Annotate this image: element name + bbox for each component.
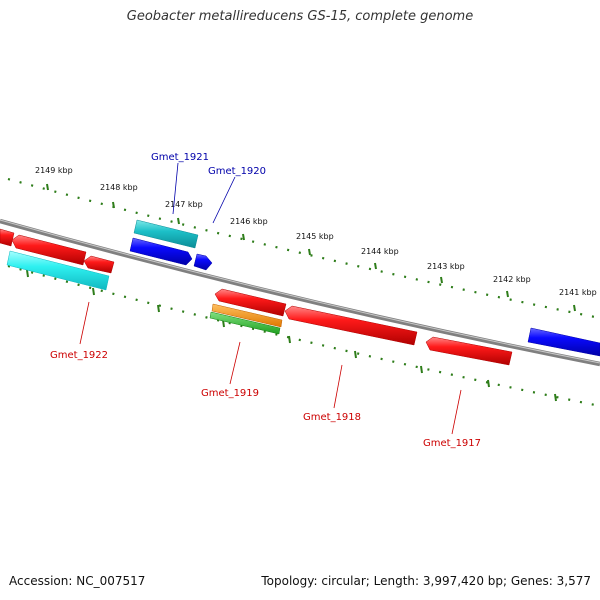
- leader-gmet-1917: [451, 389, 462, 435]
- gene-label-gmet-1919[interactable]: Gmet_1919: [201, 388, 259, 399]
- inner-major-tick: [26, 269, 29, 278]
- gene-right-forward[interactable]: [527, 327, 600, 357]
- inner-tick-track: [7, 264, 600, 408]
- outer-major-tick: [177, 217, 180, 225]
- gene-label-gmet-1920[interactable]: Gmet_1920: [208, 166, 266, 177]
- tick-label: 2147 kbp: [165, 200, 203, 209]
- genome-backbone-highlight: [0, 219, 600, 364]
- gene-labels: Gmet_1921 Gmet_1920 Gmet_1922 Gmet_1919 …: [50, 152, 481, 449]
- gene-gmet-1921[interactable]: [133, 219, 199, 249]
- outer-major-tick: [374, 262, 377, 270]
- tick-label: 2149 kbp: [35, 166, 73, 175]
- gene-gmet-1917[interactable]: [425, 336, 513, 366]
- gene-reverse-red-a[interactable]: [11, 234, 87, 266]
- major-ticks: [26, 183, 576, 402]
- tick-tracks: [7, 177, 600, 408]
- inner-major-tick: [420, 365, 423, 374]
- gene-label-gmet-1918[interactable]: Gmet_1918: [303, 412, 361, 423]
- gene-reverse-red-c[interactable]: [214, 288, 287, 317]
- tick-label: 2142 kbp: [493, 275, 531, 284]
- gene-gmet-1920[interactable]: [129, 237, 193, 266]
- gene-gmet-1919-green[interactable]: [209, 311, 281, 335]
- outer-major-tick: [308, 248, 311, 256]
- outer-major-tick: [506, 290, 509, 298]
- inner-major-tick: [92, 287, 95, 296]
- kbp-labels: 2149 kbp 2148 kbp 2147 kbp 2146 kbp 2145…: [35, 166, 597, 297]
- gene-label-gmet-1922[interactable]: Gmet_1922: [50, 350, 108, 361]
- outer-major-tick: [440, 276, 443, 284]
- gene-left-edge-reverse[interactable]: [0, 228, 15, 247]
- inner-major-tick: [288, 335, 291, 344]
- genome-backbone: [0, 218, 600, 367]
- map-title: Geobacter metallireducens GS-15, complet…: [126, 9, 474, 24]
- inner-major-tick: [354, 350, 357, 359]
- reverse-strand-genes: [0, 228, 513, 366]
- forward-strand-genes: [129, 219, 600, 357]
- accession-text: Accession: NC_007517: [9, 574, 146, 588]
- tick-label: 2146 kbp: [230, 217, 268, 226]
- tick-label: 2141 kbp: [559, 288, 597, 297]
- inner-major-tick: [487, 379, 490, 388]
- leader-gmet-1920: [212, 176, 236, 224]
- leader-gmet-1921: [172, 162, 179, 215]
- gene-small-forward[interactable]: [193, 253, 213, 271]
- outer-major-tick: [573, 304, 576, 312]
- outer-major-tick: [112, 201, 115, 209]
- outer-major-tick: [46, 183, 49, 191]
- label-leader-lines: [79, 162, 462, 435]
- tick-label: 2145 kbp: [296, 232, 334, 241]
- gene-gmet-1919-orange[interactable]: [211, 303, 283, 328]
- tick-label: 2148 kbp: [100, 183, 138, 192]
- tick-label: 2144 kbp: [361, 247, 399, 256]
- inner-major-tick: [554, 393, 557, 402]
- gene-gmet-1918[interactable]: [284, 305, 418, 346]
- tick-label: 2143 kbp: [427, 262, 465, 271]
- outer-tick-track: [7, 177, 600, 320]
- inner-major-tick: [157, 304, 160, 313]
- leader-gmet-1919: [229, 341, 241, 385]
- gene-reverse-red-b[interactable]: [83, 255, 115, 274]
- leader-gmet-1922: [79, 301, 90, 345]
- genome-summary-text: Topology: circular; Length: 3,997,420 bp…: [261, 574, 591, 588]
- gene-label-gmet-1921[interactable]: Gmet_1921: [151, 152, 209, 163]
- gene-gmet-1922[interactable]: [6, 250, 110, 291]
- gene-label-gmet-1917[interactable]: Gmet_1917: [423, 438, 481, 449]
- outer-major-tick: [242, 233, 245, 241]
- leader-gmet-1918: [333, 364, 343, 409]
